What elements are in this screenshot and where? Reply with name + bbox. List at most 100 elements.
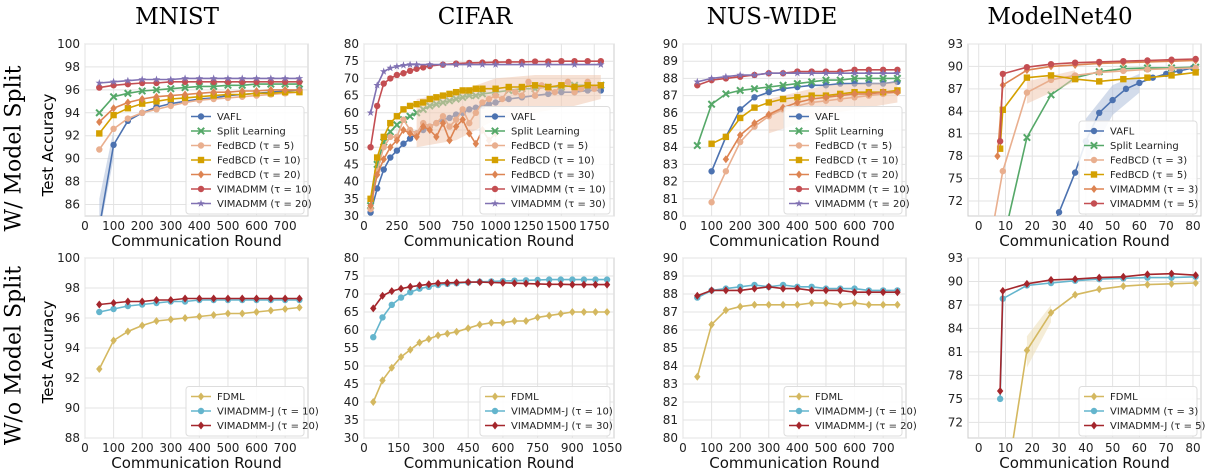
data-point [1144, 66, 1151, 73]
data-point [370, 398, 377, 406]
data-point [425, 280, 433, 289]
data-point [210, 88, 217, 97]
legend-label: VIMADMM (τ = 10) [511, 185, 606, 196]
x-tick-label: 1750 [579, 219, 610, 233]
x-tick-label: 600 [843, 219, 866, 233]
legend-marker [491, 156, 499, 164]
data-point [765, 282, 772, 291]
data-point [387, 143, 394, 152]
x-axis-label: Communication Round [404, 454, 574, 470]
data-point [1168, 65, 1175, 72]
data-point [531, 92, 539, 99]
data-point [138, 100, 146, 107]
y-tick-label: 83 [663, 157, 678, 171]
x-tick-label: 200 [131, 219, 154, 233]
data-point [459, 106, 466, 113]
data-point [167, 75, 175, 83]
legend-label: FDML [511, 392, 539, 403]
data-point [393, 62, 401, 70]
data-point [580, 280, 588, 289]
data-point [210, 294, 217, 303]
x-axis-label: Communication Round [709, 454, 879, 470]
data-point [534, 279, 541, 288]
legend-marker [491, 113, 499, 120]
legend-marker [491, 421, 499, 430]
x-axis-label: Communication Round [999, 232, 1169, 250]
data-point [406, 129, 414, 138]
data-point [989, 228, 995, 234]
legend-marker [795, 407, 803, 415]
legend-marker [795, 392, 803, 401]
data-point [444, 329, 451, 338]
data-point [837, 286, 844, 295]
x-axis-label: Communication Round [709, 232, 879, 250]
x-tick-label: 40 [1078, 219, 1093, 233]
data-point [379, 291, 386, 300]
y-tick-label: 80 [663, 209, 678, 223]
y-tick-label: 87 [663, 89, 678, 103]
data-point [1055, 209, 1063, 216]
y-tick-label: 92 [65, 129, 80, 143]
y-tick-label: 55 [344, 341, 359, 355]
data-point [879, 88, 887, 97]
y-tick-label: 35 [344, 192, 359, 206]
data-point [822, 76, 830, 85]
data-point [722, 306, 730, 315]
legend-label: FedBCD (τ = 3) [1110, 156, 1187, 167]
legend-marker [795, 113, 803, 120]
data-point [181, 74, 189, 82]
x-tick-label: 0 [81, 219, 89, 233]
data-point [124, 302, 132, 310]
data-point [765, 69, 773, 77]
data-point [472, 109, 480, 117]
data-point [400, 140, 407, 147]
y-tick-label: 75 [948, 172, 963, 186]
y-tick-label: 96 [65, 83, 80, 97]
legend-marker [197, 127, 205, 135]
data-point [996, 387, 1004, 396]
data-point [1096, 69, 1103, 76]
legend-label: VIMADMM-J (τ = 20) [815, 421, 917, 432]
data-point [472, 85, 480, 92]
data-point [466, 87, 473, 94]
data-point [400, 70, 407, 77]
x-tick-label: 30 [1051, 441, 1066, 455]
legend-label: VIMADMM (τ = 5) [1110, 199, 1198, 210]
data-point [379, 376, 386, 385]
x-axis-label: Communication Round [404, 232, 574, 250]
x-tick-label: 20 [1025, 441, 1040, 455]
data-point [239, 87, 246, 96]
y-tick-label: 94 [65, 341, 80, 355]
data-point [96, 146, 103, 153]
data-point [518, 83, 526, 91]
data-point [779, 284, 787, 293]
data-point [1047, 308, 1055, 317]
legend-label: VAFL [511, 112, 536, 123]
x-tick-label: 60 [1132, 441, 1147, 455]
data-point [295, 74, 304, 82]
y-tick-label: 82 [663, 395, 678, 409]
data-point [393, 147, 401, 154]
data-point [865, 300, 873, 309]
data-point [765, 88, 772, 96]
y-tick-label: 84 [663, 359, 678, 373]
data-point [367, 144, 374, 151]
x-tick-label: 700 [872, 219, 895, 233]
data-point [569, 276, 576, 283]
legend-label: VIMADMM-J (τ = 10) [217, 407, 319, 418]
data-point [999, 106, 1007, 114]
data-point [138, 95, 146, 104]
data-point [822, 69, 830, 77]
data-point [1096, 273, 1103, 282]
legend-box [185, 386, 305, 437]
data-point [416, 281, 423, 290]
data-point [138, 75, 146, 83]
data-point [96, 300, 103, 309]
data-point [865, 89, 873, 98]
y-tick-label: 81 [663, 192, 678, 206]
y-tick-label: 87 [948, 298, 963, 312]
x-tick-label: 40 [1078, 441, 1093, 455]
x-tick-label: 1050 [592, 441, 623, 455]
data-point [406, 112, 414, 121]
x-tick-label: 100 [102, 441, 125, 455]
